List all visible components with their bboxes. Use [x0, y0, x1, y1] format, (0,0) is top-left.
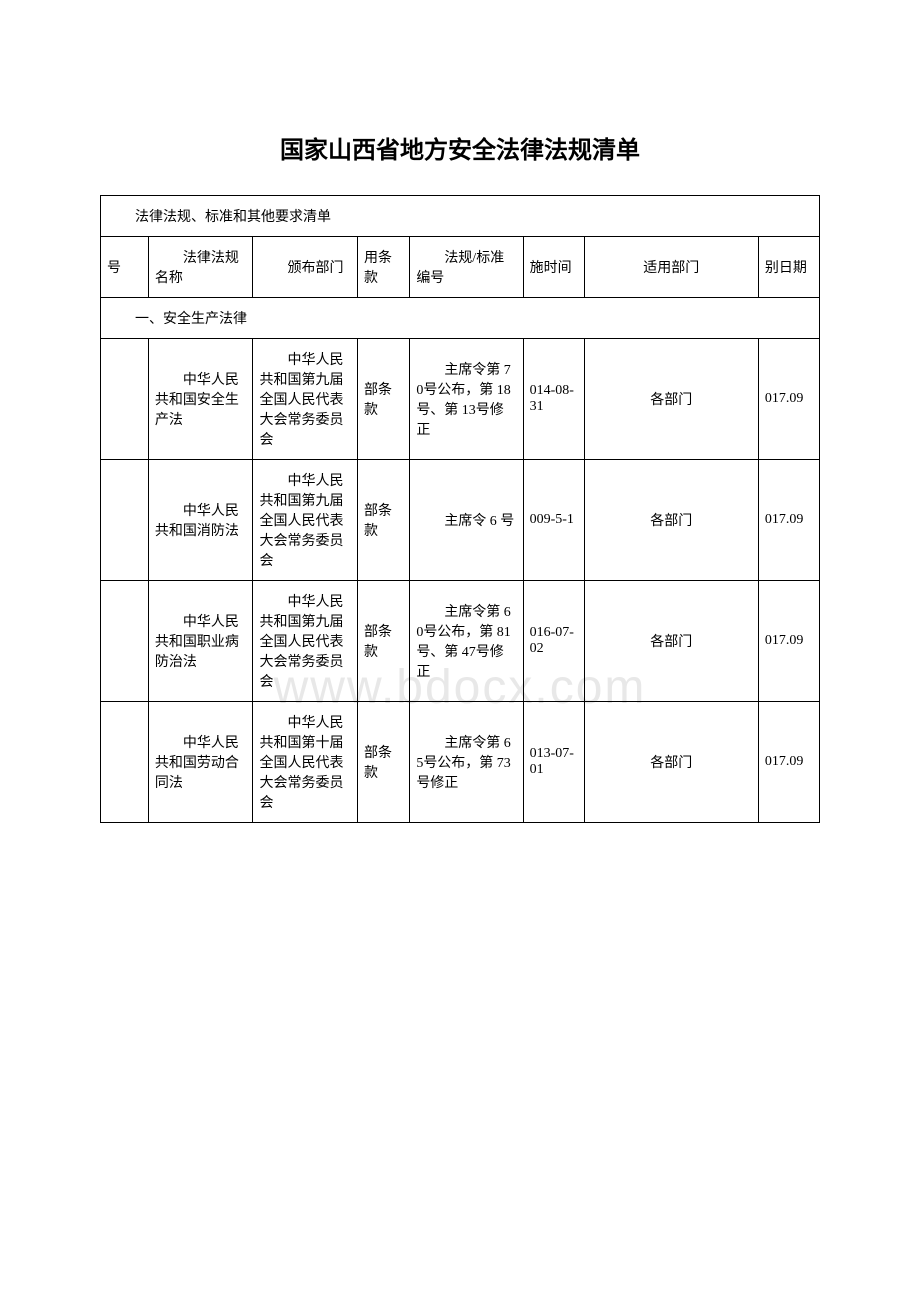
cell-regulation-no: 主席令 6 号 — [410, 460, 523, 581]
cell-dept: 各部门 — [584, 702, 758, 823]
cell-issuer: 中华人民共和国第十届全国人民代表大会常务委员会 — [253, 702, 358, 823]
cell-dept: 各部门 — [584, 339, 758, 460]
cell-dept: 各部门 — [584, 460, 758, 581]
cell-number — [101, 581, 149, 702]
header-issuer: 颁布部门 — [253, 237, 358, 298]
cell-number — [101, 460, 149, 581]
table-row: 中华人民共和国职业病防治法 中华人民共和国第九届全国人民代表大会常务委员会 部条… — [101, 581, 820, 702]
header-law-name: 法律法规名称 — [148, 237, 253, 298]
cell-issuer: 中华人民共和国第九届全国人民代表大会常务委员会 — [253, 339, 358, 460]
table-caption: 法律法规、标准和其他要求清单 — [101, 196, 820, 237]
cell-issuer: 中华人民共和国第九届全国人民代表大会常务委员会 — [253, 460, 358, 581]
cell-regulation-no: 主席令第 70号公布，第 18 号、第 13号修正 — [410, 339, 523, 460]
table-header-row: 号 法律法规名称 颁布部门 用条款 法规/标准编号 施时间 适用部门 别日期 — [101, 237, 820, 298]
header-clause: 用条款 — [358, 237, 410, 298]
cell-other-date: 017.09 — [758, 702, 819, 823]
document-title: 国家山西省地方安全法律法规清单 — [100, 130, 820, 165]
cell-other-date: 017.09 — [758, 339, 819, 460]
header-other-date: 别日期 — [758, 237, 819, 298]
cell-date: 013-07-01 — [523, 702, 584, 823]
regulations-table: 法律法规、标准和其他要求清单 号 法律法规名称 颁布部门 用条款 法规/标准编号… — [100, 195, 820, 823]
cell-dept: 各部门 — [584, 581, 758, 702]
cell-regulation-no: 主席令第 65号公布，第 73 号修正 — [410, 702, 523, 823]
cell-number — [101, 339, 149, 460]
section-header-row: 一、安全生产法律 — [101, 298, 820, 339]
cell-regulation-no: 主席令第 60号公布，第 81 号、第 47号修正 — [410, 581, 523, 702]
cell-law-name: 中华人民共和国劳动合同法 — [148, 702, 253, 823]
cell-clause: 部条款 — [358, 460, 410, 581]
cell-law-name: 中华人民共和国消防法 — [148, 460, 253, 581]
header-regulation-no: 法规/标准编号 — [410, 237, 523, 298]
cell-clause: 部条款 — [358, 702, 410, 823]
section-1-header: 一、安全生产法律 — [101, 298, 820, 339]
cell-law-name: 中华人民共和国安全生产法 — [148, 339, 253, 460]
cell-issuer: 中华人民共和国第九届全国人民代表大会常务委员会 — [253, 581, 358, 702]
table-row: 中华人民共和国劳动合同法 中华人民共和国第十届全国人民代表大会常务委员会 部条款… — [101, 702, 820, 823]
cell-date: 014-08-31 — [523, 339, 584, 460]
header-number: 号 — [101, 237, 149, 298]
cell-other-date: 017.09 — [758, 460, 819, 581]
cell-clause: 部条款 — [358, 581, 410, 702]
header-dept: 适用部门 — [584, 237, 758, 298]
table-caption-row: 法律法规、标准和其他要求清单 — [101, 196, 820, 237]
cell-date: 016-07-02 — [523, 581, 584, 702]
table-row: 中华人民共和国消防法 中华人民共和国第九届全国人民代表大会常务委员会 部条款 主… — [101, 460, 820, 581]
cell-date: 009-5-1 — [523, 460, 584, 581]
cell-clause: 部条款 — [358, 339, 410, 460]
cell-number — [101, 702, 149, 823]
cell-other-date: 017.09 — [758, 581, 819, 702]
table-row: 中华人民共和国安全生产法 中华人民共和国第九届全国人民代表大会常务委员会 部条款… — [101, 339, 820, 460]
header-date: 施时间 — [523, 237, 584, 298]
cell-law-name: 中华人民共和国职业病防治法 — [148, 581, 253, 702]
